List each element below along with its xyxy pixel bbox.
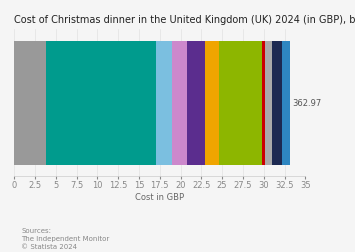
- Bar: [187, 42, 206, 165]
- Bar: [206, 42, 219, 165]
- Bar: [262, 42, 266, 165]
- Text: Cost of Christmas dinner in the United Kingdom (UK) 2024 (in GBP), by component: Cost of Christmas dinner in the United K…: [14, 15, 355, 25]
- Bar: [46, 42, 155, 165]
- Bar: [272, 42, 282, 165]
- Bar: [266, 42, 272, 165]
- Bar: [282, 42, 290, 165]
- Bar: [14, 42, 46, 165]
- Text: Sources:
The Independent Monitor
© Statista 2024: Sources: The Independent Monitor © Stati…: [21, 228, 110, 249]
- Bar: [219, 42, 262, 165]
- Bar: [155, 42, 172, 165]
- Bar: [172, 42, 187, 165]
- X-axis label: Cost in GBP: Cost in GBP: [135, 192, 184, 201]
- Text: 362.97: 362.97: [293, 99, 322, 108]
